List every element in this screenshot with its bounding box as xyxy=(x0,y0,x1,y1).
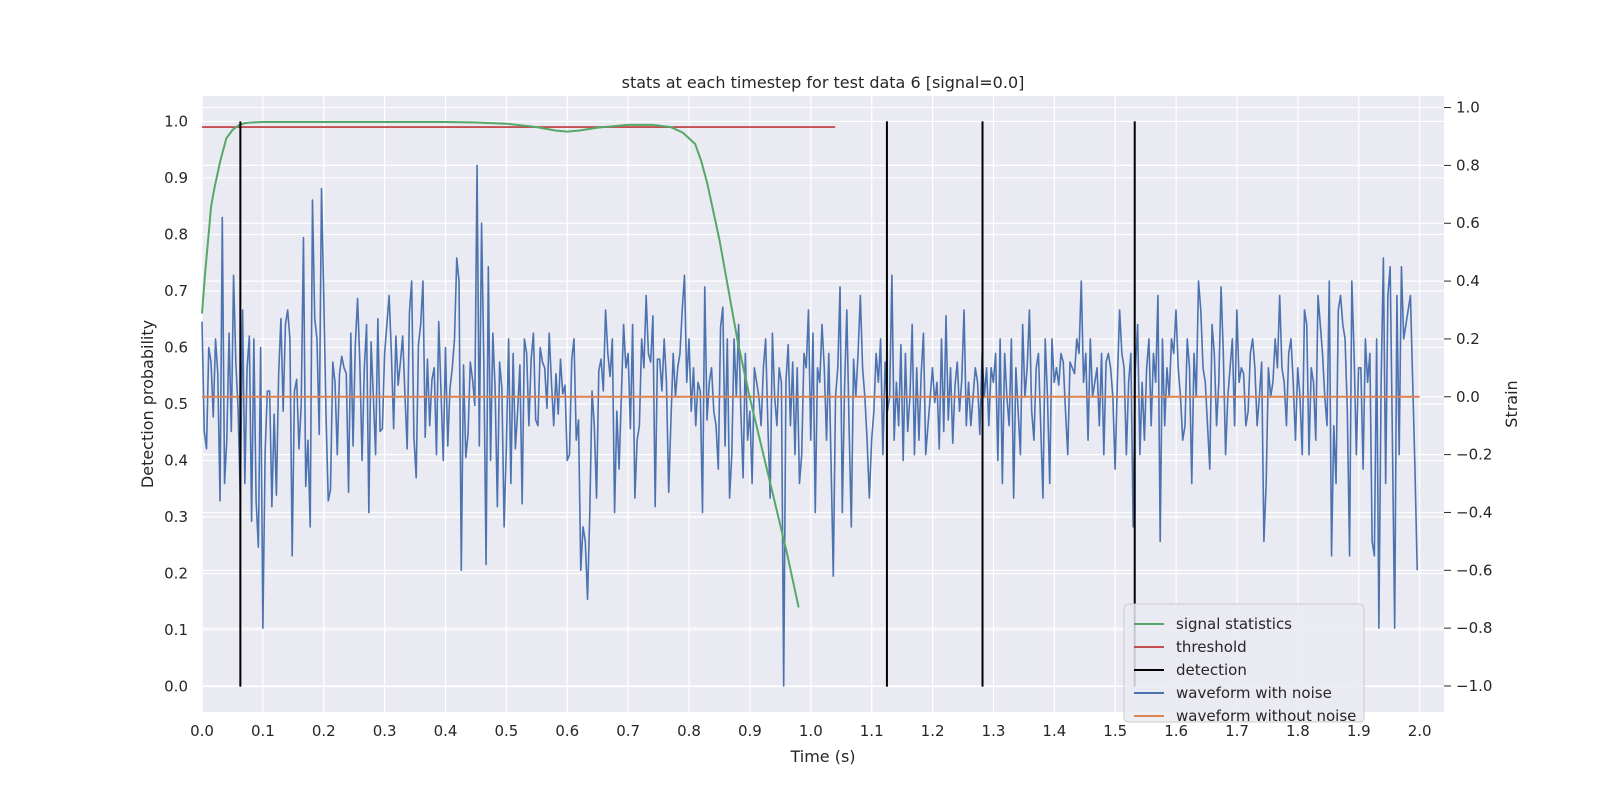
x-tick-label: 0.3 xyxy=(373,722,397,740)
y-axis-label-left: Detection probability xyxy=(138,320,157,488)
y-right-tick-label: −1.0 xyxy=(1456,677,1492,695)
y-right-tick-label: 0.2 xyxy=(1456,330,1480,348)
legend-box xyxy=(1123,603,1365,723)
x-tick-label: 0.4 xyxy=(434,722,458,740)
legend-label: detection xyxy=(1176,661,1247,679)
ticks: 0.0 0.1 0.2 0.3 0.4 0.5 0.6 0.7 0.8 0.9 1.0 1.1 1.2 1… xyxy=(164,99,1492,740)
x-tick-label: 0.7 xyxy=(616,722,640,740)
y-left-tick-label: 0.5 xyxy=(164,395,188,413)
y-right-tick-label: 0.6 xyxy=(1456,214,1480,232)
series-waveform-with-noise xyxy=(201,164,1419,687)
x-tick-label: 1.4 xyxy=(1042,722,1066,740)
y-left-tick-label: 0.7 xyxy=(164,282,188,300)
y-right-tick-label: 0.4 xyxy=(1456,272,1480,290)
x-tick-label: 2.0 xyxy=(1408,722,1432,740)
y-left-tick-label: 0.1 xyxy=(164,621,188,639)
x-tick-label: 1.0 xyxy=(799,722,823,740)
x-tick-label: 1.7 xyxy=(1225,722,1249,740)
y-left-tick-label: 0.4 xyxy=(164,452,188,470)
x-tick-label: 0.5 xyxy=(494,722,518,740)
y-left-tick-label: 0.9 xyxy=(164,169,188,187)
legend-label: signal statistics xyxy=(1176,615,1292,633)
y-right-tick-label: −0.4 xyxy=(1456,503,1492,521)
legend-label: threshold xyxy=(1176,638,1247,656)
y-left-tick-label: 0.8 xyxy=(164,225,188,243)
y-left-tick-label: 1.0 xyxy=(164,112,188,130)
legend: signal statistics threshold detection wavef… xyxy=(1123,603,1365,725)
x-tick-label: 0.0 xyxy=(190,722,214,740)
y-axis-label-right: Strain xyxy=(1502,380,1521,427)
x-tick-label: 0.8 xyxy=(677,722,701,740)
y-left-tick-label: 0.2 xyxy=(164,565,188,583)
legend-label: waveform without noise xyxy=(1176,707,1356,725)
y-right-tick-label: 1.0 xyxy=(1456,99,1480,117)
series-layer xyxy=(201,121,1420,687)
y-right-tick-label: −0.6 xyxy=(1456,561,1492,579)
y-right-tick-label: −0.8 xyxy=(1456,619,1492,637)
y-left-tick-label: 0.0 xyxy=(164,678,188,696)
y-right-tick-label: 0.0 xyxy=(1456,388,1480,406)
x-tick-label: 0.1 xyxy=(251,722,275,740)
y-left-tick-label: 0.6 xyxy=(164,338,188,356)
x-axis-label: Time (s) xyxy=(789,747,855,766)
y-left-tick-label: 0.3 xyxy=(164,508,188,526)
y-right-tick-label: −0.2 xyxy=(1456,446,1492,464)
x-tick-label: 0.6 xyxy=(555,722,579,740)
x-tick-label: 1.3 xyxy=(982,722,1006,740)
series-signal-statistics xyxy=(201,121,800,608)
x-tick-label: 1.2 xyxy=(921,722,945,740)
x-tick-label: 1.5 xyxy=(1103,722,1127,740)
x-tick-label: 0.9 xyxy=(738,722,762,740)
x-tick-label: 1.8 xyxy=(1286,722,1310,740)
y-right-tick-label: 0.8 xyxy=(1456,156,1480,174)
x-tick-label: 1.6 xyxy=(1164,722,1188,740)
legend-label: waveform with noise xyxy=(1176,684,1332,702)
x-tick-label: 1.9 xyxy=(1347,722,1371,740)
x-tick-label: 0.2 xyxy=(312,722,336,740)
x-tick-label: 1.1 xyxy=(860,722,884,740)
chart-title: stats at each timestep for test data 6 [… xyxy=(622,73,1025,92)
